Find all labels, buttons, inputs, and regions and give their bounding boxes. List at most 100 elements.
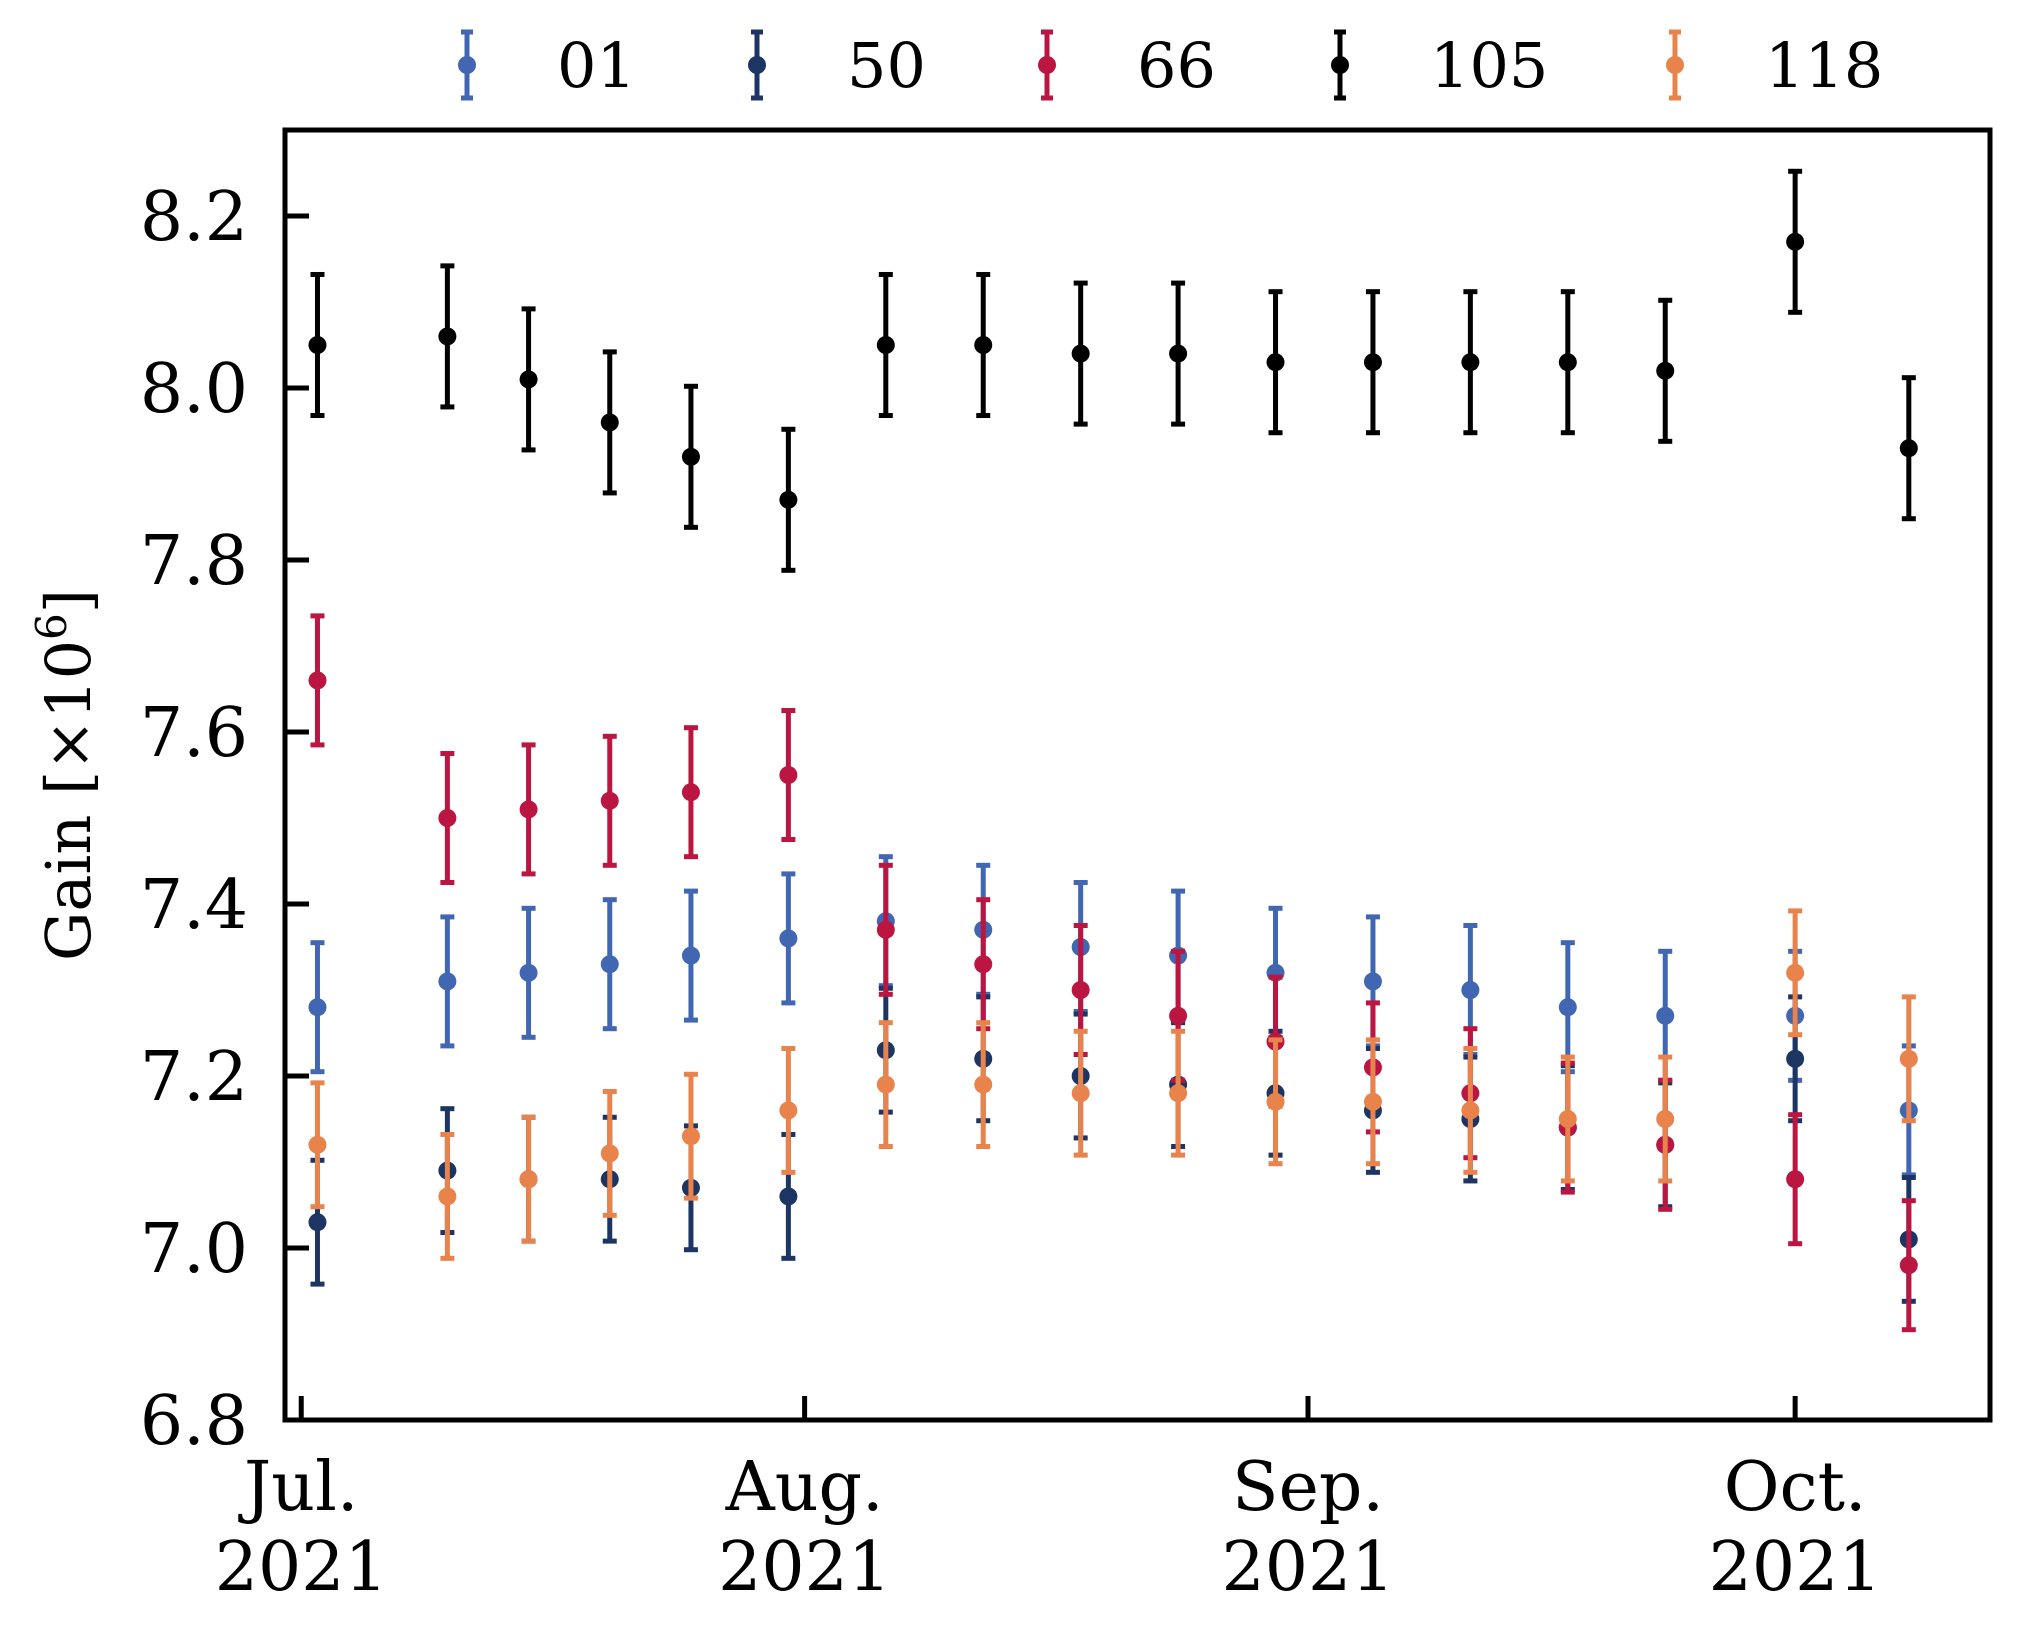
data-point <box>779 1187 798 1206</box>
data-point <box>1656 1006 1675 1025</box>
y-tick-label: 7.6 <box>140 694 248 773</box>
plot-frame <box>282 127 1993 1423</box>
data-point <box>1461 353 1480 372</box>
series-layer <box>308 168 1918 1333</box>
data-point <box>1558 353 1577 372</box>
data-point <box>779 929 798 948</box>
y-axis: 6.8 7.0 7.2 7.4 7.6 7.8 8.0 8.2 <box>140 178 309 1461</box>
data-point <box>519 963 538 982</box>
data-point <box>1266 353 1285 372</box>
data-point <box>1786 232 1805 251</box>
y-tick-label: 6.8 <box>140 1382 248 1461</box>
series-01 <box>308 854 1918 1178</box>
data-point <box>1899 1049 1918 1068</box>
data-point <box>1071 1084 1090 1103</box>
legend-item-105: 105 <box>1331 29 1548 102</box>
y-tick-label: 8.0 <box>140 350 248 429</box>
data-point <box>1169 1006 1188 1025</box>
data-point <box>438 972 457 991</box>
legend-marker-dot <box>748 56 766 74</box>
legend-label: 66 <box>1137 29 1216 102</box>
x-tick-label-month: Sep. <box>1232 1448 1384 1527</box>
data-point <box>1786 963 1805 982</box>
series-50 <box>308 985 1918 1304</box>
data-point <box>876 920 895 939</box>
x-tick-label-year: 2021 <box>215 1528 388 1607</box>
x-tick-label-month: Oct. <box>1724 1448 1867 1527</box>
data-point <box>1656 361 1675 380</box>
y-tick-label: 8.2 <box>140 178 248 257</box>
legend-item-66: 66 <box>1038 29 1216 102</box>
data-point <box>681 783 700 802</box>
data-point <box>1071 981 1090 999</box>
data-point <box>681 946 700 965</box>
legend-label: 01 <box>557 29 636 102</box>
data-point <box>681 447 700 466</box>
data-point <box>308 1135 327 1154</box>
data-point <box>308 998 327 1017</box>
data-point <box>1071 344 1090 363</box>
series-66 <box>308 613 1918 1333</box>
data-point <box>1558 998 1577 1017</box>
data-point <box>974 955 993 974</box>
data-point <box>779 1101 798 1120</box>
legend-marker-dot <box>458 56 476 74</box>
data-point <box>1786 1049 1805 1068</box>
data-point <box>519 800 538 819</box>
data-point <box>1461 981 1480 999</box>
data-point <box>1558 1110 1577 1128</box>
legend: 01 50 66 105 118 <box>458 29 1883 102</box>
data-point <box>1363 1092 1382 1111</box>
data-point <box>1461 1101 1480 1120</box>
y-axis-title: Gain [×106] <box>27 589 105 961</box>
data-point <box>600 955 619 974</box>
data-point <box>779 766 798 784</box>
x-tick-label-year: 2021 <box>1221 1528 1394 1607</box>
x-tick-label-month: Jul. <box>238 1448 358 1527</box>
data-point <box>308 671 327 690</box>
data-point <box>974 1075 993 1094</box>
x-tick-label-month: Aug. <box>725 1448 884 1527</box>
legend-item-118: 118 <box>1666 29 1883 102</box>
legend-marker-dot <box>1666 56 1684 74</box>
legend-label: 105 <box>1430 29 1548 102</box>
data-point <box>519 370 538 389</box>
y-tick-label: 7.8 <box>140 522 248 601</box>
legend-item-01: 01 <box>458 29 636 102</box>
x-tick-label-year: 2021 <box>718 1528 891 1607</box>
data-point <box>438 327 457 346</box>
series-105 <box>308 168 1918 573</box>
data-point <box>600 791 619 810</box>
data-point <box>681 1127 700 1146</box>
y-axis-title-text: Gain [×10 <box>32 640 105 961</box>
data-point <box>974 336 993 354</box>
data-point <box>779 490 798 509</box>
data-point <box>308 336 327 354</box>
data-point <box>438 1187 457 1206</box>
y-tick-label: 7.2 <box>140 1038 248 1117</box>
legend-marker-dot <box>1331 56 1349 74</box>
data-point <box>1656 1110 1675 1128</box>
legend-label: 118 <box>1765 29 1883 102</box>
data-point <box>600 1144 619 1163</box>
y-tick-label: 7.0 <box>140 1210 248 1289</box>
data-point <box>1786 1170 1805 1189</box>
series-118 <box>308 908 1918 1261</box>
legend-label: 50 <box>847 29 926 102</box>
y-tick-label: 7.4 <box>140 866 248 945</box>
legend-marker-dot <box>1038 56 1056 74</box>
data-point <box>876 336 895 354</box>
y-axis-title-exponent: 6 <box>27 613 76 640</box>
data-point <box>1363 972 1382 991</box>
data-point <box>1266 1092 1285 1111</box>
data-point <box>876 1075 895 1094</box>
legend-item-50: 50 <box>748 29 926 102</box>
y-axis-title-close: ] <box>32 589 105 613</box>
x-tick-label-year: 2021 <box>1709 1528 1882 1607</box>
data-point <box>600 413 619 432</box>
data-point <box>1899 439 1918 458</box>
data-point <box>438 809 457 827</box>
data-point <box>1363 353 1382 372</box>
